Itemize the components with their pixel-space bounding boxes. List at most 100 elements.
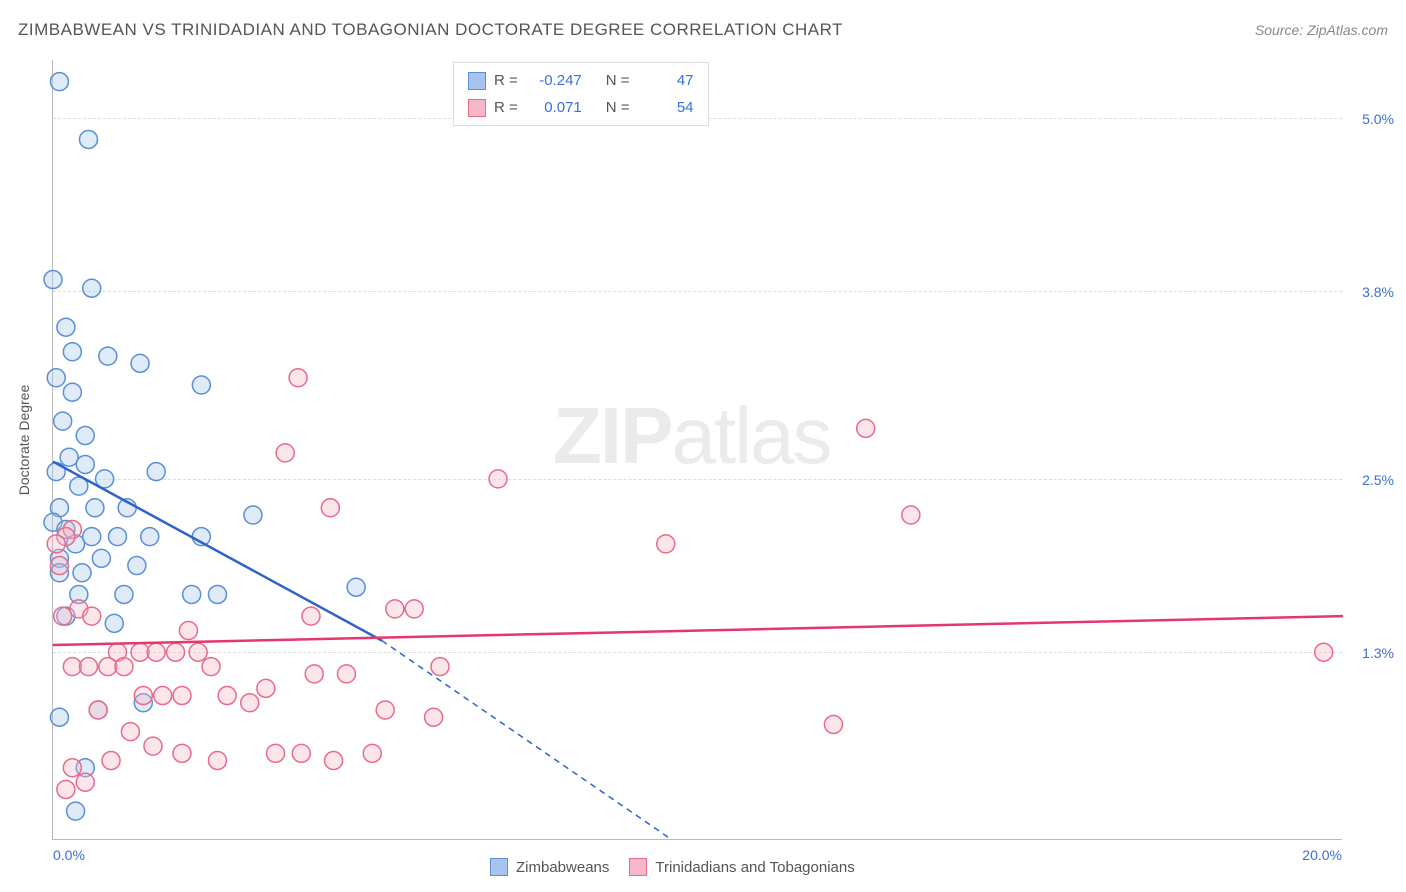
data-point bbox=[73, 564, 91, 582]
stats-legend: R = -0.247 N = 47 R = 0.071 N = 54 bbox=[453, 62, 709, 126]
data-point bbox=[131, 643, 149, 661]
data-point bbox=[47, 535, 65, 553]
data-point bbox=[92, 549, 110, 567]
regression-line bbox=[382, 641, 672, 840]
data-point bbox=[76, 455, 94, 473]
data-point bbox=[489, 470, 507, 488]
data-point bbox=[134, 687, 152, 705]
data-point bbox=[60, 448, 78, 466]
data-point bbox=[244, 506, 262, 524]
data-point bbox=[657, 535, 675, 553]
data-point bbox=[115, 658, 133, 676]
n-label: N = bbox=[606, 67, 630, 94]
data-point bbox=[76, 427, 94, 445]
data-point bbox=[144, 737, 162, 755]
data-point bbox=[267, 744, 285, 762]
r-label: R = bbox=[494, 94, 518, 121]
data-point bbox=[179, 622, 197, 640]
data-point bbox=[1315, 643, 1333, 661]
data-point bbox=[57, 318, 75, 336]
data-point bbox=[83, 528, 101, 546]
chart-title: ZIMBABWEAN VS TRINIDADIAN AND TOBAGONIAN… bbox=[18, 20, 843, 40]
data-point bbox=[173, 744, 191, 762]
data-point bbox=[192, 376, 210, 394]
data-point bbox=[292, 744, 310, 762]
stats-row-series-0: R = -0.247 N = 47 bbox=[468, 67, 694, 94]
data-point bbox=[289, 369, 307, 387]
data-point bbox=[347, 578, 365, 596]
data-point bbox=[115, 585, 133, 603]
data-point bbox=[173, 687, 191, 705]
data-point bbox=[57, 780, 75, 798]
data-point bbox=[376, 701, 394, 719]
data-point bbox=[63, 343, 81, 361]
data-point bbox=[63, 658, 81, 676]
data-point bbox=[121, 723, 139, 741]
data-point bbox=[131, 354, 149, 372]
n-value-1: 54 bbox=[638, 94, 694, 121]
data-point bbox=[50, 557, 68, 575]
data-point bbox=[386, 600, 404, 618]
data-point bbox=[86, 499, 104, 517]
source-attribution: Source: ZipAtlas.com bbox=[1255, 22, 1388, 38]
legend-item-1: Trinidadians and Tobagonians bbox=[629, 858, 854, 876]
data-point bbox=[325, 752, 343, 770]
data-point bbox=[167, 643, 185, 661]
swatch-series-0 bbox=[490, 858, 508, 876]
swatch-series-0 bbox=[468, 72, 486, 90]
series-legend: Zimbabweans Trinidadians and Tobagonians bbox=[490, 858, 855, 876]
data-point bbox=[109, 528, 127, 546]
data-point bbox=[154, 687, 172, 705]
data-point bbox=[89, 701, 107, 719]
data-point bbox=[47, 369, 65, 387]
data-point bbox=[257, 679, 275, 697]
data-point bbox=[857, 419, 875, 437]
x-tick-label: 0.0% bbox=[53, 847, 85, 863]
r-value-0: -0.247 bbox=[526, 67, 582, 94]
data-point bbox=[67, 802, 85, 820]
data-point bbox=[405, 600, 423, 618]
plot-area: 1.3%2.5%3.8%5.0% ZIPatlas R = -0.247 N =… bbox=[52, 60, 1342, 840]
scatter-chart bbox=[53, 60, 1342, 839]
legend-label-0: Zimbabweans bbox=[516, 859, 609, 876]
legend-item-0: Zimbabweans bbox=[490, 858, 609, 876]
data-point bbox=[208, 752, 226, 770]
data-point bbox=[83, 607, 101, 625]
data-point bbox=[76, 773, 94, 791]
data-point bbox=[902, 506, 920, 524]
data-point bbox=[83, 279, 101, 297]
data-point bbox=[202, 658, 220, 676]
data-point bbox=[102, 752, 120, 770]
y-tick-label: 3.8% bbox=[1346, 284, 1394, 300]
data-point bbox=[183, 585, 201, 603]
data-point bbox=[305, 665, 323, 683]
data-point bbox=[241, 694, 259, 712]
data-point bbox=[50, 708, 68, 726]
data-point bbox=[50, 73, 68, 91]
data-point bbox=[363, 744, 381, 762]
data-point bbox=[128, 557, 146, 575]
data-point bbox=[218, 687, 236, 705]
data-point bbox=[337, 665, 355, 683]
r-label: R = bbox=[494, 67, 518, 94]
data-point bbox=[147, 463, 165, 481]
data-point bbox=[824, 715, 842, 733]
swatch-series-1 bbox=[468, 99, 486, 117]
data-point bbox=[79, 658, 97, 676]
data-point bbox=[425, 708, 443, 726]
data-point bbox=[208, 585, 226, 603]
n-label: N = bbox=[606, 94, 630, 121]
data-point bbox=[141, 528, 159, 546]
data-point bbox=[189, 643, 207, 661]
y-axis-title: Doctorate Degree bbox=[16, 385, 32, 496]
data-point bbox=[63, 383, 81, 401]
data-point bbox=[302, 607, 320, 625]
data-point bbox=[276, 444, 294, 462]
y-tick-label: 1.3% bbox=[1346, 645, 1394, 661]
n-value-0: 47 bbox=[638, 67, 694, 94]
data-point bbox=[147, 643, 165, 661]
data-point bbox=[99, 658, 117, 676]
swatch-series-1 bbox=[629, 858, 647, 876]
data-point bbox=[44, 271, 62, 289]
data-point bbox=[321, 499, 339, 517]
